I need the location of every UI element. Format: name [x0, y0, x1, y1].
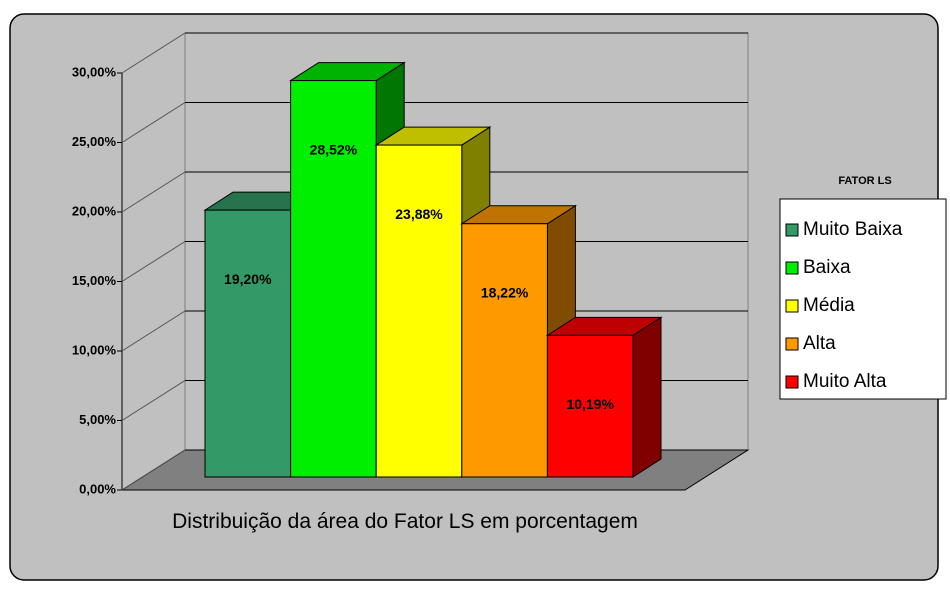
- value-label: 23,88%: [395, 206, 443, 222]
- bar: [375, 144, 463, 478]
- y-tick-label: 15,00%: [72, 273, 117, 288]
- category-label: Distribuição da área do Fator LS em porc…: [172, 510, 638, 533]
- legend-label: Baixa: [803, 257, 851, 278]
- bar: [290, 80, 377, 478]
- value-label: 10,19%: [566, 396, 614, 412]
- bar: [204, 209, 292, 478]
- y-tick-label: 5,00%: [79, 412, 116, 427]
- grid-line: [121, 380, 186, 421]
- grid-line: [121, 310, 186, 352]
- legend-title: FATOR LS: [838, 175, 891, 187]
- value-label: 19,20%: [224, 271, 272, 287]
- y-tick-label: 20,00%: [72, 203, 117, 218]
- legend-label: Muito Alta: [803, 371, 887, 392]
- bar: [461, 223, 548, 478]
- y-tick-label: 10,00%: [72, 342, 117, 357]
- grid-line: [121, 102, 186, 143]
- bar: [546, 334, 634, 478]
- y-tick-label: 0,00%: [79, 481, 116, 496]
- bar-side: [632, 316, 662, 478]
- legend-swatch: [785, 261, 799, 275]
- grid-line: [121, 171, 186, 213]
- grid-line: [121, 449, 186, 491]
- grid-line: [121, 241, 186, 282]
- grid-line: [121, 32, 186, 74]
- legend-label: Média: [803, 295, 855, 316]
- legend-swatch: [785, 299, 799, 313]
- value-label: 28,52%: [310, 141, 358, 157]
- legend-swatch: [785, 337, 799, 351]
- y-tick-label: 25,00%: [72, 134, 117, 149]
- legend-label: Muito Baixa: [803, 219, 903, 240]
- legend-label: Alta: [803, 333, 836, 354]
- y-tick-label: 30,00%: [72, 64, 117, 79]
- legend-swatch: [785, 223, 799, 237]
- value-label: 18,22%: [481, 284, 529, 300]
- legend-box: [779, 198, 947, 400]
- legend-swatch: [785, 375, 799, 389]
